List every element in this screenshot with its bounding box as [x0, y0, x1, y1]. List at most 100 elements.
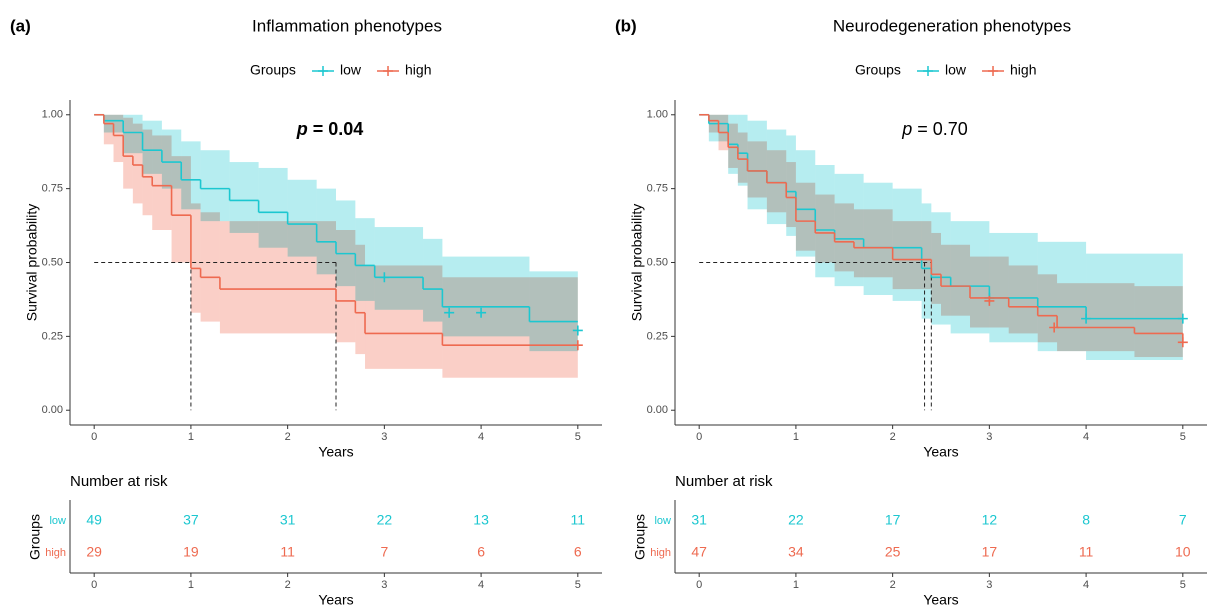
confidence-band — [892, 221, 932, 290]
confidence-band — [142, 129, 153, 216]
risk-count: 11 — [571, 512, 586, 528]
risk-x-tick-label: 5 — [1180, 579, 1186, 591]
confidence-band — [113, 114, 124, 163]
risk-x-tick-label: 2 — [890, 579, 896, 591]
risk-x-tick-label: 0 — [91, 579, 97, 591]
confidence-band — [815, 194, 835, 263]
confidence-band — [190, 203, 201, 313]
confidence-band — [766, 150, 787, 213]
risk-count: 6 — [574, 544, 582, 560]
risk-row-label: low — [49, 515, 66, 527]
risk-title: Number at risk — [70, 473, 168, 490]
chart-title: Neurodegeneration phenotypes — [833, 16, 1071, 35]
confidence-band — [132, 123, 143, 204]
risk-count: 25 — [885, 544, 901, 560]
risk-x-tick-label: 4 — [478, 579, 484, 591]
risk-count: 13 — [473, 512, 489, 528]
risk-count: 17 — [885, 512, 901, 528]
legend-label: low — [945, 62, 967, 78]
y-tick-label: 0.00 — [42, 404, 63, 416]
risk-count: 12 — [982, 512, 998, 528]
confidence-band — [171, 156, 191, 263]
y-tick-label: 0.25 — [42, 330, 63, 342]
confidence-band — [1008, 265, 1038, 334]
risk-x-tick-label: 3 — [986, 579, 992, 591]
y-tick-label: 1.00 — [42, 109, 63, 121]
x-tick-label: 2 — [285, 431, 291, 443]
confidence-band — [123, 117, 133, 189]
risk-count: 31 — [691, 512, 707, 528]
censor-mark — [984, 295, 995, 306]
legend-label: high — [405, 62, 431, 78]
confidence-band — [152, 135, 172, 230]
risk-x-tick-label: 4 — [1083, 579, 1089, 591]
x-tick-label: 0 — [91, 431, 97, 443]
risk-x-tick-label: 2 — [285, 579, 291, 591]
y-tick-label: 0.75 — [647, 183, 668, 195]
risk-count: 31 — [280, 512, 296, 528]
censor-mark — [476, 307, 487, 318]
x-tick-label: 3 — [381, 431, 387, 443]
confidence-band — [931, 232, 941, 304]
y-tick-label: 0.25 — [647, 330, 668, 342]
confidence-band — [219, 221, 336, 334]
legend-title: Groups — [855, 62, 901, 78]
censor-mark — [572, 325, 583, 336]
legend-cross — [988, 66, 999, 76]
x-tick-label: 3 — [986, 431, 992, 443]
y-tick-label: 0.75 — [42, 183, 63, 195]
confidence-band — [336, 230, 356, 343]
risk-count: 22 — [377, 512, 393, 528]
censor-mark — [1049, 322, 1060, 333]
risk-count: 17 — [982, 544, 998, 560]
censor-mark — [1177, 313, 1188, 324]
x-tick-label: 2 — [890, 431, 896, 443]
confidence-band — [355, 244, 366, 355]
confidence-band — [1057, 283, 1135, 352]
risk-count: 29 — [86, 544, 102, 560]
risk-title: Number at risk — [675, 473, 773, 490]
p-value: p = 0.04 — [296, 119, 364, 139]
confidence-band — [786, 162, 796, 228]
risk-x-label: Years — [318, 592, 353, 608]
y-axis-label: Survival probability — [629, 204, 645, 322]
confidence-band — [200, 212, 220, 322]
risk-count: 19 — [183, 544, 199, 560]
risk-x-tick-label: 1 — [793, 579, 799, 591]
x-tick-label: 5 — [1180, 431, 1186, 443]
confidence-band — [103, 114, 114, 145]
legend-cross — [318, 66, 328, 76]
risk-x-tick-label: 1 — [188, 579, 194, 591]
risk-count: 7 — [380, 544, 388, 560]
chart-title: Inflammation phenotypes — [252, 16, 442, 35]
risk-count: 34 — [788, 544, 804, 560]
censor-mark — [572, 340, 583, 351]
confidence-band — [1134, 286, 1183, 358]
risk-count: 8 — [1082, 512, 1090, 528]
confidence-band — [795, 182, 816, 251]
risk-count: 37 — [183, 512, 199, 528]
confidence-band — [442, 277, 578, 378]
p-text: = 0.04 — [313, 119, 364, 139]
legend-cross — [383, 66, 394, 76]
panel-label: (b) — [615, 16, 637, 35]
confidence-band — [1037, 274, 1058, 343]
confidence-band — [747, 141, 767, 198]
confidence-band — [834, 203, 854, 272]
risk-row-label: low — [654, 515, 671, 527]
x-tick-label: 4 — [1083, 431, 1089, 443]
legend-label: low — [340, 62, 362, 78]
confidence-band — [737, 132, 748, 183]
risk-x-tick-label: 5 — [575, 579, 581, 591]
censor-mark — [444, 307, 455, 318]
risk-x-tick-label: 3 — [381, 579, 387, 591]
x-axis-label: Years — [318, 444, 353, 460]
legend-title: Groups — [250, 62, 296, 78]
censor-mark — [379, 272, 390, 283]
confidence-band — [941, 244, 971, 316]
risk-y-label: Groups — [27, 514, 43, 560]
y-tick-label: 0.50 — [42, 256, 63, 268]
y-tick-label: 0.50 — [647, 256, 668, 268]
y-tick-label: 0.00 — [647, 404, 668, 416]
y-tick-label: 1.00 — [647, 109, 668, 121]
